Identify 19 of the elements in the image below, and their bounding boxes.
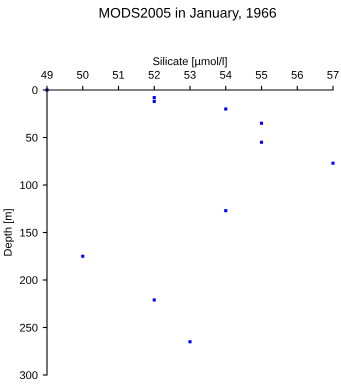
y-tick-label: 150	[20, 228, 38, 237]
chart-title: MODS2005 in January, 1966	[100, 8, 276, 20]
x-axis-title: Silicate [µmol/l]	[153, 57, 227, 68]
x-tick-label: 52	[148, 70, 160, 79]
y-tick-label: 250	[20, 324, 38, 332]
y-tick-label: 0	[32, 86, 38, 94]
x-tick-label: 56	[292, 70, 303, 79]
y-tick-label: 50	[26, 134, 38, 142]
y-tick-label: 300	[20, 371, 38, 380]
x-tick-label: 49	[41, 70, 53, 79]
x-tick-label: 53	[184, 70, 196, 79]
y-tick-label: 100	[20, 181, 38, 190]
x-tick-label: 54	[220, 71, 232, 79]
x-tick-label: 55	[256, 71, 268, 79]
x-tick-label: 51	[112, 71, 124, 79]
y-tick-label: 200	[20, 276, 38, 284]
y-axis-title: Depth [m]	[4, 209, 14, 256]
x-tick-label: 50	[77, 70, 88, 79]
x-tick-label: 57	[327, 71, 339, 79]
